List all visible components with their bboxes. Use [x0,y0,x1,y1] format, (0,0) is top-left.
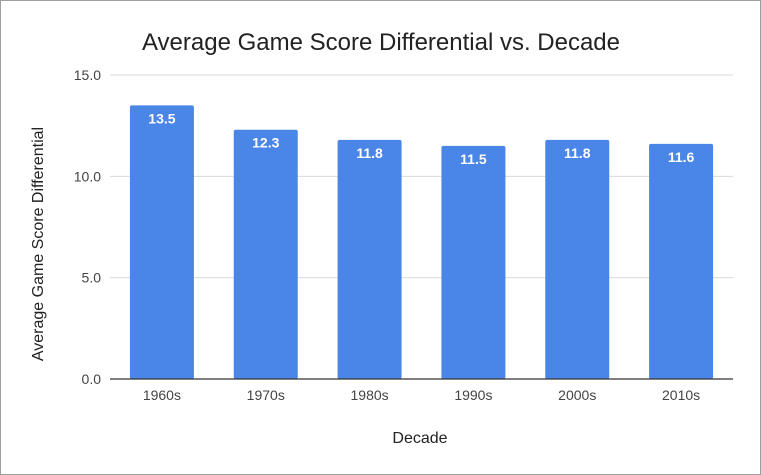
x-tick-label: 1990s [454,387,492,403]
bar-1980s [337,139,402,379]
x-tick-label: 1970s [247,387,285,403]
x-axis-title: Decade [392,430,447,447]
x-tick-label: 2010s [662,387,700,403]
bar-1960s [129,105,194,380]
labels-layer: 13.5 12.3 11.8 11.5 11.8 11.6 [148,110,694,167]
data-label: 13.5 [148,110,175,126]
chart-title: Average Game Score Differential vs. Deca… [142,29,620,56]
data-label: 11.6 [668,149,695,165]
y-tick-label: 5.0 [82,270,102,286]
bar-2010s [649,143,714,379]
bar-2000s [545,139,610,379]
y-tick-label: 0.0 [82,371,102,387]
bar-1990s [441,145,506,379]
y-axis-title: Average Game Score Differential [30,127,47,361]
y-tick-label: 15.0 [74,67,101,83]
bar-1970s [233,129,298,379]
grid-layer [110,74,733,380]
data-label: 11.5 [460,151,487,167]
bars-layer [129,105,714,380]
x-tick-label: 1960s [143,387,181,403]
data-label: 12.3 [252,135,279,151]
axis-layer: 0.0 5.0 10.0 15.0 1960s 1970s 1980s 1990s 2000s 2… [74,67,733,403]
y-tick-label: 10.0 [74,168,101,184]
data-label: 11.8 [356,145,383,161]
x-tick-label: 1980s [351,387,389,403]
x-tick-label: 2000s [558,387,596,403]
data-label: 11.8 [564,145,591,161]
